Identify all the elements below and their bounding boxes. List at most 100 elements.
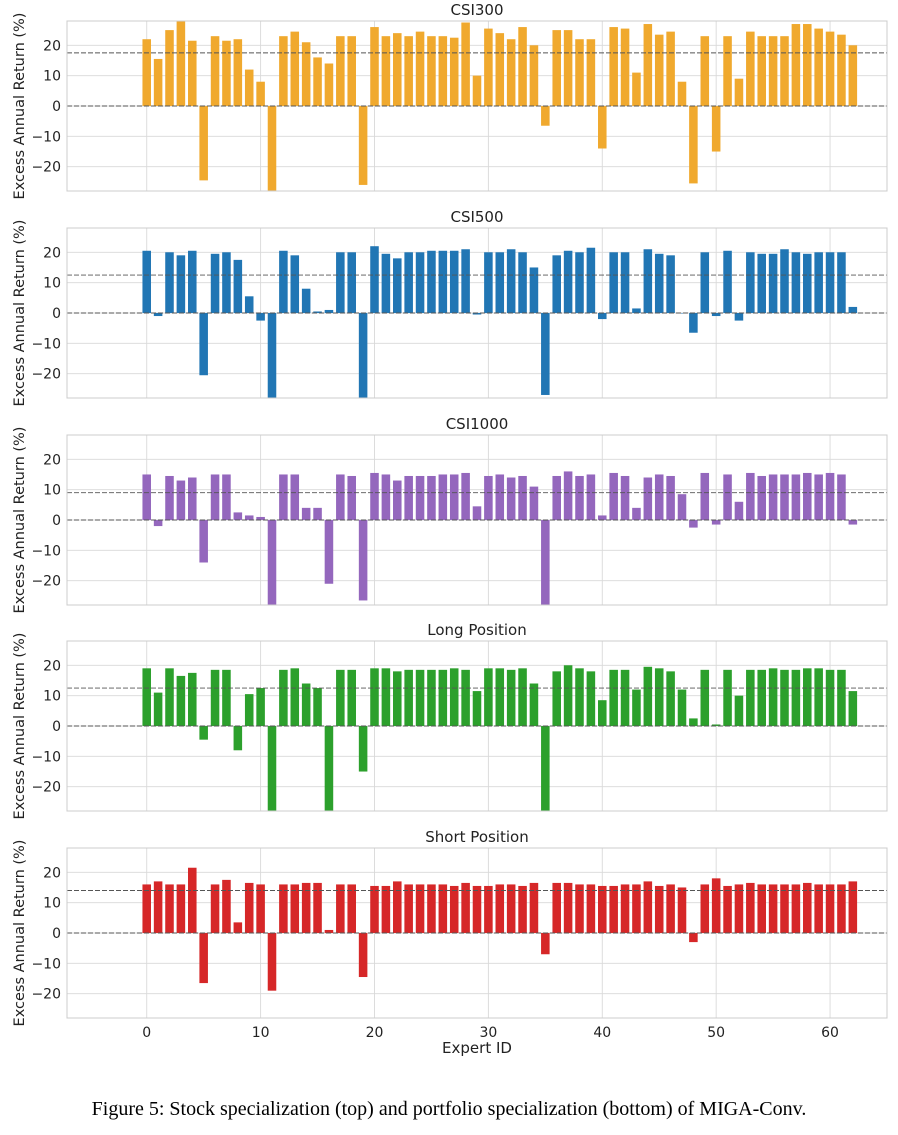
bar-csi1000-23 bbox=[404, 475, 413, 520]
panel-title: CSI1000 bbox=[446, 415, 509, 433]
bar-short-position-57 bbox=[791, 884, 801, 933]
bar-csi500-36 bbox=[552, 255, 561, 313]
bar-csi300-10 bbox=[256, 81, 265, 106]
y-tick-label: 20 bbox=[43, 245, 61, 261]
x-tick-label: 40 bbox=[593, 1025, 611, 1041]
bar-long-position-40 bbox=[598, 700, 607, 726]
bar-short-position-46 bbox=[666, 884, 675, 933]
y-tick-label: −10 bbox=[31, 336, 61, 352]
bar-short-position-52 bbox=[734, 884, 744, 933]
bar-short-position-35 bbox=[541, 933, 550, 955]
bar-csi1000-15 bbox=[313, 507, 322, 520]
bar-csi1000-35 bbox=[541, 520, 550, 605]
bar-csi1000-6 bbox=[210, 474, 220, 520]
bar-short-position-23 bbox=[404, 884, 413, 933]
bar-long-position-42 bbox=[620, 669, 630, 726]
bar-long-position-1 bbox=[153, 692, 163, 726]
bar-csi500-6 bbox=[210, 253, 220, 313]
bar-csi500-45 bbox=[654, 253, 664, 313]
bar-short-position-19 bbox=[358, 933, 368, 978]
bar-csi1000-0 bbox=[142, 474, 151, 520]
bar-csi300-61 bbox=[837, 34, 846, 106]
bar-csi1000-50 bbox=[711, 520, 721, 525]
bar-short-position-11 bbox=[267, 933, 277, 991]
bar-short-position-42 bbox=[620, 884, 630, 933]
bar-long-position-56 bbox=[780, 669, 789, 726]
y-tick-label: 20 bbox=[43, 865, 61, 881]
bar-csi500-35 bbox=[541, 313, 550, 395]
y-tick-label: 10 bbox=[43, 69, 61, 85]
bar-csi300-39 bbox=[586, 39, 596, 106]
bar-long-position-5 bbox=[199, 726, 208, 740]
bar-long-position-35 bbox=[541, 726, 550, 811]
plot-frame bbox=[66, 20, 888, 192]
bar-csi300-14 bbox=[301, 42, 311, 106]
bar-short-position-25 bbox=[427, 884, 436, 933]
bar-csi300-59 bbox=[814, 28, 823, 106]
bar-csi500-33 bbox=[518, 252, 527, 313]
bar-csi1000-51 bbox=[723, 474, 732, 520]
y-axis-label: Excess Annual Return (%) bbox=[12, 633, 28, 820]
bar-csi500-51 bbox=[723, 250, 732, 313]
bar-csi500-49 bbox=[700, 252, 710, 313]
bar-csi500-42 bbox=[620, 252, 630, 313]
x-tick-label: 0 bbox=[142, 1025, 151, 1041]
bar-csi500-32 bbox=[506, 249, 516, 313]
y-tick-label: −20 bbox=[31, 160, 61, 176]
bar-csi1000-41 bbox=[609, 472, 618, 520]
bar-long-position-62 bbox=[848, 691, 858, 726]
bar-csi1000-26 bbox=[438, 474, 448, 520]
bar-long-position-26 bbox=[438, 669, 448, 726]
bar-csi1000-42 bbox=[620, 475, 630, 520]
bar-long-position-58 bbox=[803, 668, 812, 726]
bar-long-position-51 bbox=[723, 669, 732, 726]
bar-csi300-26 bbox=[438, 36, 448, 106]
bar-csi300-31 bbox=[495, 33, 505, 107]
bar-csi300-46 bbox=[666, 31, 675, 106]
bar-csi1000-7 bbox=[222, 474, 231, 520]
bar-csi500-27 bbox=[449, 250, 459, 313]
bar-csi500-28 bbox=[461, 249, 470, 313]
bar-csi500-21 bbox=[381, 253, 391, 313]
bar-csi300-52 bbox=[734, 78, 744, 106]
bar-csi1000-21 bbox=[381, 474, 391, 520]
bar-short-position-20 bbox=[370, 885, 379, 933]
bar-short-position-13 bbox=[290, 884, 300, 933]
bar-csi500-7 bbox=[222, 252, 231, 313]
bar-long-position-54 bbox=[757, 669, 766, 726]
bar-csi500-12 bbox=[279, 250, 288, 313]
bar-csi500-19 bbox=[358, 313, 368, 398]
bar-long-position-53 bbox=[746, 669, 755, 726]
bar-csi500-10 bbox=[256, 313, 265, 321]
y-tick-label: 20 bbox=[43, 452, 61, 468]
bar-short-position-59 bbox=[814, 884, 823, 933]
bar-short-position-62 bbox=[848, 881, 858, 933]
bar-short-position-50 bbox=[711, 878, 721, 933]
bar-short-position-16 bbox=[324, 929, 334, 933]
bar-csi1000-9 bbox=[244, 515, 254, 520]
bar-short-position-7 bbox=[222, 879, 231, 933]
bar-csi1000-49 bbox=[700, 472, 710, 520]
bar-short-position-18 bbox=[347, 884, 356, 933]
bar-csi300-37 bbox=[563, 30, 573, 106]
bar-csi1000-10 bbox=[256, 516, 265, 520]
bar-csi300-16 bbox=[324, 63, 334, 106]
bar-csi1000-12 bbox=[279, 474, 288, 520]
bar-csi300-51 bbox=[723, 36, 732, 106]
bar-csi300-11 bbox=[267, 106, 277, 191]
bar-short-position-61 bbox=[837, 884, 846, 933]
bar-csi300-1 bbox=[153, 58, 163, 106]
y-tick-label: 10 bbox=[43, 276, 61, 292]
bar-short-position-12 bbox=[279, 884, 288, 933]
x-tick-label: 20 bbox=[366, 1025, 384, 1041]
y-tick-label: 0 bbox=[52, 926, 61, 942]
bar-csi1000-20 bbox=[370, 472, 379, 520]
bar-csi500-22 bbox=[393, 258, 402, 313]
bar-csi1000-3 bbox=[176, 480, 186, 520]
bar-csi1000-52 bbox=[734, 501, 744, 520]
bar-short-position-28 bbox=[461, 882, 470, 933]
bar-csi1000-36 bbox=[552, 475, 561, 520]
bar-csi300-45 bbox=[654, 34, 664, 106]
bar-short-position-55 bbox=[768, 884, 778, 933]
bar-csi1000-17 bbox=[336, 474, 345, 520]
